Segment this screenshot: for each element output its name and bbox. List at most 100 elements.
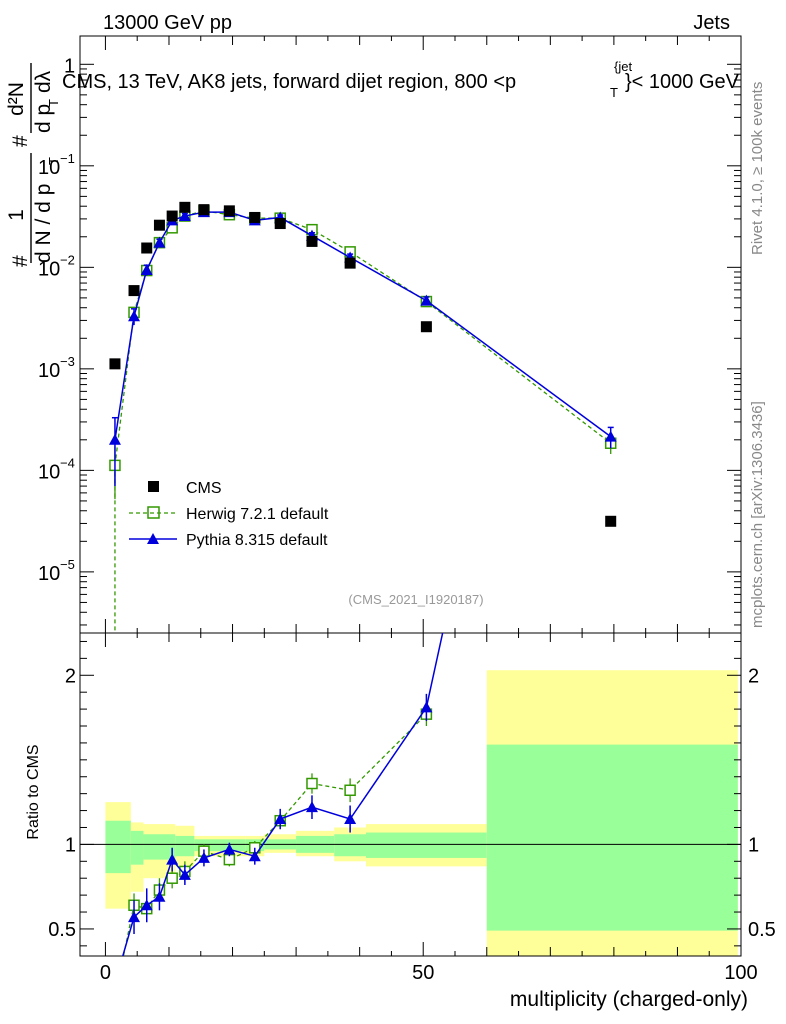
header-right: Jets xyxy=(693,12,730,34)
x-axis-label: multiplicity (charged-only) xyxy=(510,988,748,1011)
main-ytick-label: 10 xyxy=(38,563,60,585)
cms-point xyxy=(153,219,165,231)
main-ticks: 110−110−210−310−410−5 xyxy=(38,36,742,633)
cms-point xyxy=(128,285,140,297)
ratio-pythia-point xyxy=(128,911,141,923)
title-main: CMS, 13 TeV, AK8 jets, forward dijet reg… xyxy=(62,71,516,93)
ylabel-hash-2: # xyxy=(9,135,32,147)
cms-point xyxy=(306,235,318,247)
ratio-ytick-label: 1 xyxy=(65,834,76,856)
legend-pythia-label: Pythia 8.315 default xyxy=(186,532,328,549)
legend: CMS Herwig 7.2.1 default Pythia 8.315 de… xyxy=(129,480,329,549)
ratio-pythia-point xyxy=(420,701,433,713)
ratio-frame xyxy=(79,632,742,957)
ratio-ytick-label-right: 0.5 xyxy=(748,919,776,941)
main-ytick-label: 10 xyxy=(38,360,60,382)
ratio-band-inner xyxy=(194,839,246,852)
ratio-band-inner xyxy=(175,835,195,857)
ratio-herwig-point xyxy=(110,992,120,1002)
ratio-band-inner xyxy=(130,830,144,865)
cms-point xyxy=(344,257,356,269)
ylabel-hash-1: # xyxy=(9,255,32,267)
main-panel: 110−110−210−310−410−5 xyxy=(38,35,742,634)
pythia-point xyxy=(140,264,153,276)
ratio-pythia-point xyxy=(344,813,357,825)
ylabel-lhs-num: 1 xyxy=(5,209,28,221)
title-end: }< 1000 GeV xyxy=(625,71,740,93)
legend-cms-label: CMS xyxy=(186,480,222,497)
main-ytick-label-exp: −1 xyxy=(60,151,75,166)
pythia-point xyxy=(153,236,166,248)
ylabel-rhs-num: d²N xyxy=(5,82,28,116)
pythia-point xyxy=(128,310,141,322)
main-ytick-label-exp: −3 xyxy=(60,354,75,369)
ratio-marks xyxy=(110,633,444,1002)
main-ytick-label-exp: −2 xyxy=(60,252,75,267)
main-marks xyxy=(108,201,617,633)
ylabel-lhs-den: d N / d p xyxy=(32,184,55,263)
ratio-ytick-label-right: 2 xyxy=(748,665,759,687)
cms-point xyxy=(223,205,235,217)
ratio-pythia-point xyxy=(140,899,153,911)
main-ytick-label: 10 xyxy=(38,258,60,280)
ratio-xtick-label: 100 xyxy=(724,962,757,984)
ratio-panel: 0.5 0.5 1 1 2 2 0 50 100 xyxy=(48,632,776,1002)
ratio-pythia-point xyxy=(274,813,287,825)
ratio-ytick-label: 0.5 xyxy=(48,919,76,941)
ratio-xtick-label: 0 xyxy=(100,962,111,984)
ratio-pythia-point xyxy=(223,843,236,855)
cms-point xyxy=(198,204,210,216)
main-ylabel: 1 d N / d p T # # d²N d p T dλ xyxy=(5,63,61,267)
pythia-line xyxy=(114,211,612,440)
ratio-band-inner xyxy=(366,832,487,858)
pythia-point xyxy=(604,430,617,442)
legend-herwig-marker xyxy=(147,506,160,519)
ratio-band-inner xyxy=(334,834,367,857)
ratio-herwig-point xyxy=(166,872,178,884)
ratio-xtick-label: 50 xyxy=(412,962,434,984)
cms-point xyxy=(420,321,432,333)
ratio-band-inner xyxy=(486,744,738,931)
pythia-point xyxy=(420,294,433,306)
ratio-pythia-point xyxy=(178,868,191,880)
main-ytick-label-exp: −5 xyxy=(60,557,75,572)
cms-point xyxy=(109,358,121,370)
ylabel-rhs-den-sub: T xyxy=(46,99,61,107)
mcplots-label: mcplots.cern.ch [arXiv:1306.3436] xyxy=(749,401,766,628)
ratio-herwig-point xyxy=(306,777,318,790)
rivet-label: Rivet 4.1.0, ≥ 100k events xyxy=(749,82,766,255)
cms-point xyxy=(605,515,617,527)
pythia-point xyxy=(108,433,121,445)
ratio-pythia-point xyxy=(166,853,179,865)
ratio-band-inner xyxy=(105,820,131,874)
pythia-point xyxy=(178,210,191,222)
header-left: 13000 GeV pp xyxy=(103,12,232,34)
ylabel-rhs-den-end: dλ xyxy=(32,70,55,93)
title-sup: {jet xyxy=(614,59,632,74)
ratio-band-inner xyxy=(143,834,176,860)
herwig-line xyxy=(114,210,612,466)
ratio-pythia-point xyxy=(248,850,261,862)
ratio-ylabel: Ratio to CMS xyxy=(25,744,42,839)
ylabel-rhs-den: d p xyxy=(32,104,55,133)
legend-cms-marker xyxy=(148,481,159,492)
main-ytick-label: 1 xyxy=(64,55,75,77)
ratio-pythia-point xyxy=(197,851,210,863)
plot-title: CMS, 13 TeV, AK8 jets, forward dijet reg… xyxy=(62,59,740,100)
ratio-pythia-point xyxy=(153,890,166,902)
main-frame xyxy=(79,35,742,634)
ratio-pythia-point xyxy=(305,801,318,813)
cms-point xyxy=(274,218,286,230)
ratio-ytick-label: 2 xyxy=(65,665,76,687)
main-ytick-label-exp: −4 xyxy=(60,455,75,470)
ratio-bands xyxy=(80,670,741,956)
legend-pythia-marker xyxy=(147,533,159,544)
ratio-ticks: 0.5 0.5 1 1 2 2 0 50 100 xyxy=(48,633,776,984)
cms-point xyxy=(179,201,191,213)
legend-herwig-label: Herwig 7.2.1 default xyxy=(186,506,329,523)
cms-point xyxy=(166,210,178,222)
title-sub: T xyxy=(610,85,618,100)
main-ytick-label: 10 xyxy=(38,157,60,179)
ratio-herwig-point xyxy=(344,784,356,797)
